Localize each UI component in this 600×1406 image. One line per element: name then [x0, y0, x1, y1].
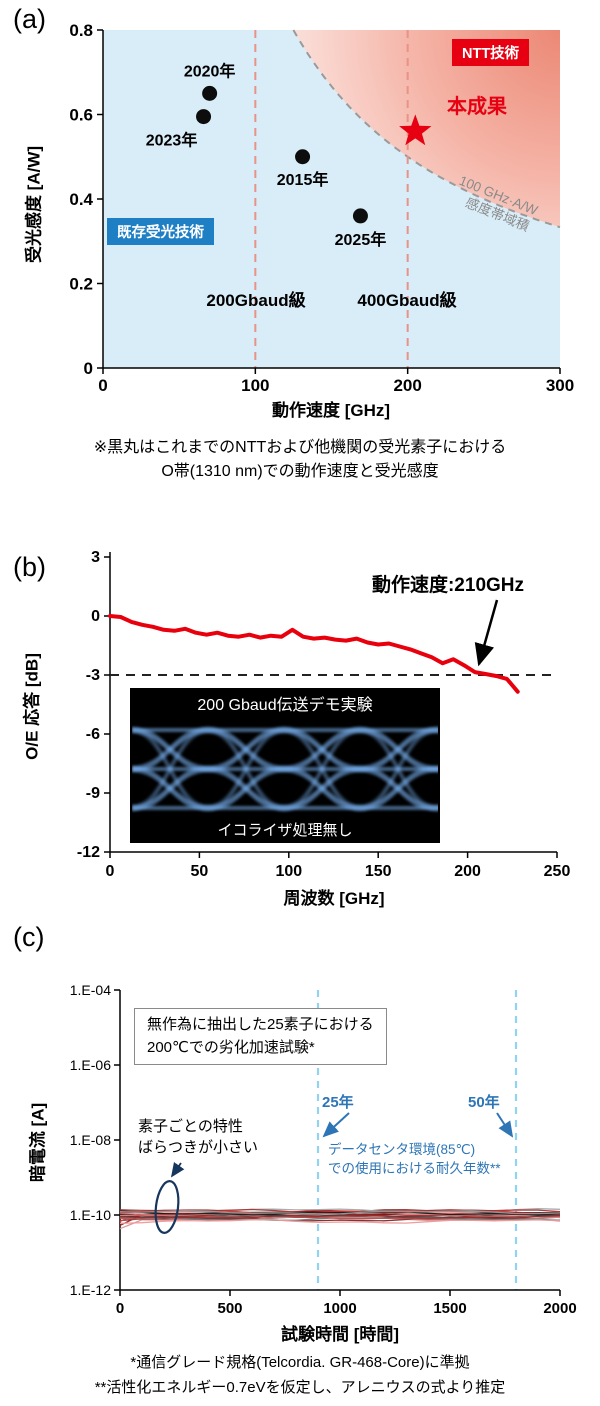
arrow-25y	[322, 1112, 350, 1138]
panel-b-y-axis-label: O/E 応答 [dB]	[22, 653, 42, 760]
caption-line1: ※黒丸はこれまでのNTTおよび他機関の受光素子における	[93, 439, 507, 456]
variation-ellipse	[154, 1180, 180, 1234]
data-point	[352, 208, 368, 224]
result-star	[399, 114, 432, 146]
tick-label: 0	[98, 376, 107, 395]
existing-technology-badge: 既存受光技術	[107, 218, 214, 245]
datacenter-note: データセンタ環境(85℃) での使用における耐久年数**	[328, 1141, 501, 1179]
datacenter-note-line1: データセンタ環境(85℃)	[328, 1142, 476, 1157]
tick-label: 1.E-12	[70, 1282, 111, 1298]
tick-label: 1.E-06	[70, 1057, 111, 1073]
footnote-1: *通信グレード規格(Telcordia. GR-468-Core)に準拠	[130, 1354, 470, 1371]
tick-label: 1.E-10	[70, 1207, 111, 1223]
operating-speed-annotation: 動作速度:210GHz	[371, 575, 525, 596]
annotation-arrow	[474, 599, 499, 667]
variation-note-line1: 素子ごとの特性	[138, 1118, 243, 1135]
tick-label: 500	[217, 1300, 242, 1317]
tick-label: 0.6	[69, 106, 93, 125]
panel-b: 0 50 100 150 200 250 3 0 -3 -6 -9 -12 (b) O/E 応答 [d…	[0, 540, 600, 920]
data-point	[202, 85, 218, 101]
eye-diagram-inset	[130, 688, 440, 843]
tick-label: 3	[91, 549, 100, 566]
eye-diagram-subtitle: イコライザ処理無し	[217, 822, 353, 839]
tick-label: 2000	[543, 1300, 576, 1317]
panel-a: 0 100 200 300 0 0.2 0.4 0.6 0.8 2020年 2023年 2015年 20…	[0, 0, 600, 540]
tick-label: 0.8	[69, 21, 93, 40]
panel-c-y-axis-label: 暗電流 [A]	[28, 1102, 48, 1183]
tick-label: 50	[191, 863, 209, 880]
footnote-2: **活性化エネルギー0.7eVを仮定し、アレニウスの式より推定	[94, 1379, 506, 1396]
panel-c-chart: 0 500 1000 1500 2000 1.E-04 1.E-06 1.E-08 1.E-10…	[70, 982, 577, 1317]
tick-label: 300	[546, 376, 574, 395]
data-point-label: 2020年	[184, 61, 236, 80]
dark-current-trace	[119, 1219, 561, 1224]
data-point	[196, 109, 212, 125]
dark-current-trace	[119, 1210, 561, 1216]
data-point-label: 2023年	[146, 131, 198, 150]
tick-label: 0	[106, 863, 115, 880]
tick-label: 100	[241, 376, 269, 395]
data-point	[295, 149, 311, 165]
variation-note-line2: ばらつきが小さい	[138, 1139, 259, 1156]
aging-test-note-line1: 無作為に抽出した25素子における	[147, 1016, 374, 1033]
panel-a-x-axis-label: 動作速度 [GHz]	[271, 401, 391, 420]
tick-label: -6	[86, 726, 100, 743]
panel-c: 0 500 1000 1500 2000 1.E-04 1.E-06 1.E-08 1.E-10…	[0, 920, 600, 1406]
arrow-50y	[496, 1112, 514, 1138]
aging-test-note-line2: 200℃での劣化加速試験*	[147, 1038, 315, 1056]
panel-a-tag: (a)	[13, 4, 46, 34]
baud-400-label: 400Gbaud級	[357, 291, 457, 310]
panel-b-x-axis-label: 周波数 [GHz]	[283, 889, 385, 908]
tick-label: 100	[275, 863, 302, 880]
panel-a-chart: 0 100 200 300 0 0.2 0.4 0.6 0.8 2020年 2023年 2015年 20…	[69, 21, 574, 395]
panel-c-footnotes: *通信グレード規格(Telcordia. GR-468-Core)に準拠 **活…	[0, 1350, 600, 1400]
tick-label: 1.E-04	[70, 982, 111, 998]
variation-arrow	[170, 1162, 185, 1178]
eye-diagram-pattern	[132, 726, 438, 812]
tick-label: 1000	[323, 1300, 356, 1317]
panel-b-tag: (b)	[13, 552, 46, 582]
lifetime-25y-label: 25年	[322, 1094, 354, 1111]
tick-label: 0	[91, 608, 100, 625]
panel-c-x-axis-label: 試験時間 [時間]	[280, 1325, 400, 1344]
tick-label: 150	[365, 863, 392, 880]
tick-label: -3	[86, 667, 100, 684]
panel-c-tag: (c)	[13, 922, 45, 952]
aging-test-note-box: 無作為に抽出した25素子における 200℃での劣化加速試験*	[134, 1008, 387, 1065]
dark-current-trace	[119, 1209, 561, 1215]
datacenter-note-line2: での使用における耐久年数**	[328, 1160, 501, 1176]
data-point-label: 2015年	[277, 170, 329, 189]
result-star-label: 本成果	[447, 96, 507, 118]
eye-diagram-title: 200 Gbaud伝送デモ実験	[197, 697, 373, 714]
tick-label: 0.4	[69, 190, 93, 209]
dark-current-trace	[119, 1214, 561, 1220]
baud-200-label: 200Gbaud級	[206, 291, 306, 310]
data-point-label: 2025年	[335, 230, 387, 249]
panel-b-chart: 0 50 100 150 200 250 3 0 -3 -6 -9 -12	[77, 549, 571, 880]
oe-response-curve	[108, 614, 520, 694]
tick-label: 0	[84, 359, 93, 378]
lifetime-50y-label: 50年	[468, 1094, 500, 1111]
panel-a-caption: ※黒丸はこれまでのNTTおよび他機関の受光素子における O帯(1310 nm)で…	[0, 436, 600, 484]
panel-a-y-axis-label: 受光感度 [A/W]	[24, 145, 44, 264]
tick-label: 0	[116, 1300, 124, 1317]
tick-label: 0.2	[69, 275, 93, 294]
tick-label: 200	[454, 863, 481, 880]
ntt-technology-badge: NTT技術	[452, 39, 530, 66]
tick-label: 250	[544, 863, 571, 880]
variation-note: 素子ごとの特性 ばらつきが小さい	[138, 1116, 258, 1158]
tick-label: 1.E-08	[70, 1132, 111, 1148]
tick-label: -9	[86, 785, 100, 802]
tick-label: 1500	[433, 1300, 466, 1317]
caption-line2: O帯(1310 nm)での動作速度と受光感度	[161, 463, 439, 480]
tick-label: 200	[393, 376, 421, 395]
tick-label: -12	[77, 844, 100, 861]
